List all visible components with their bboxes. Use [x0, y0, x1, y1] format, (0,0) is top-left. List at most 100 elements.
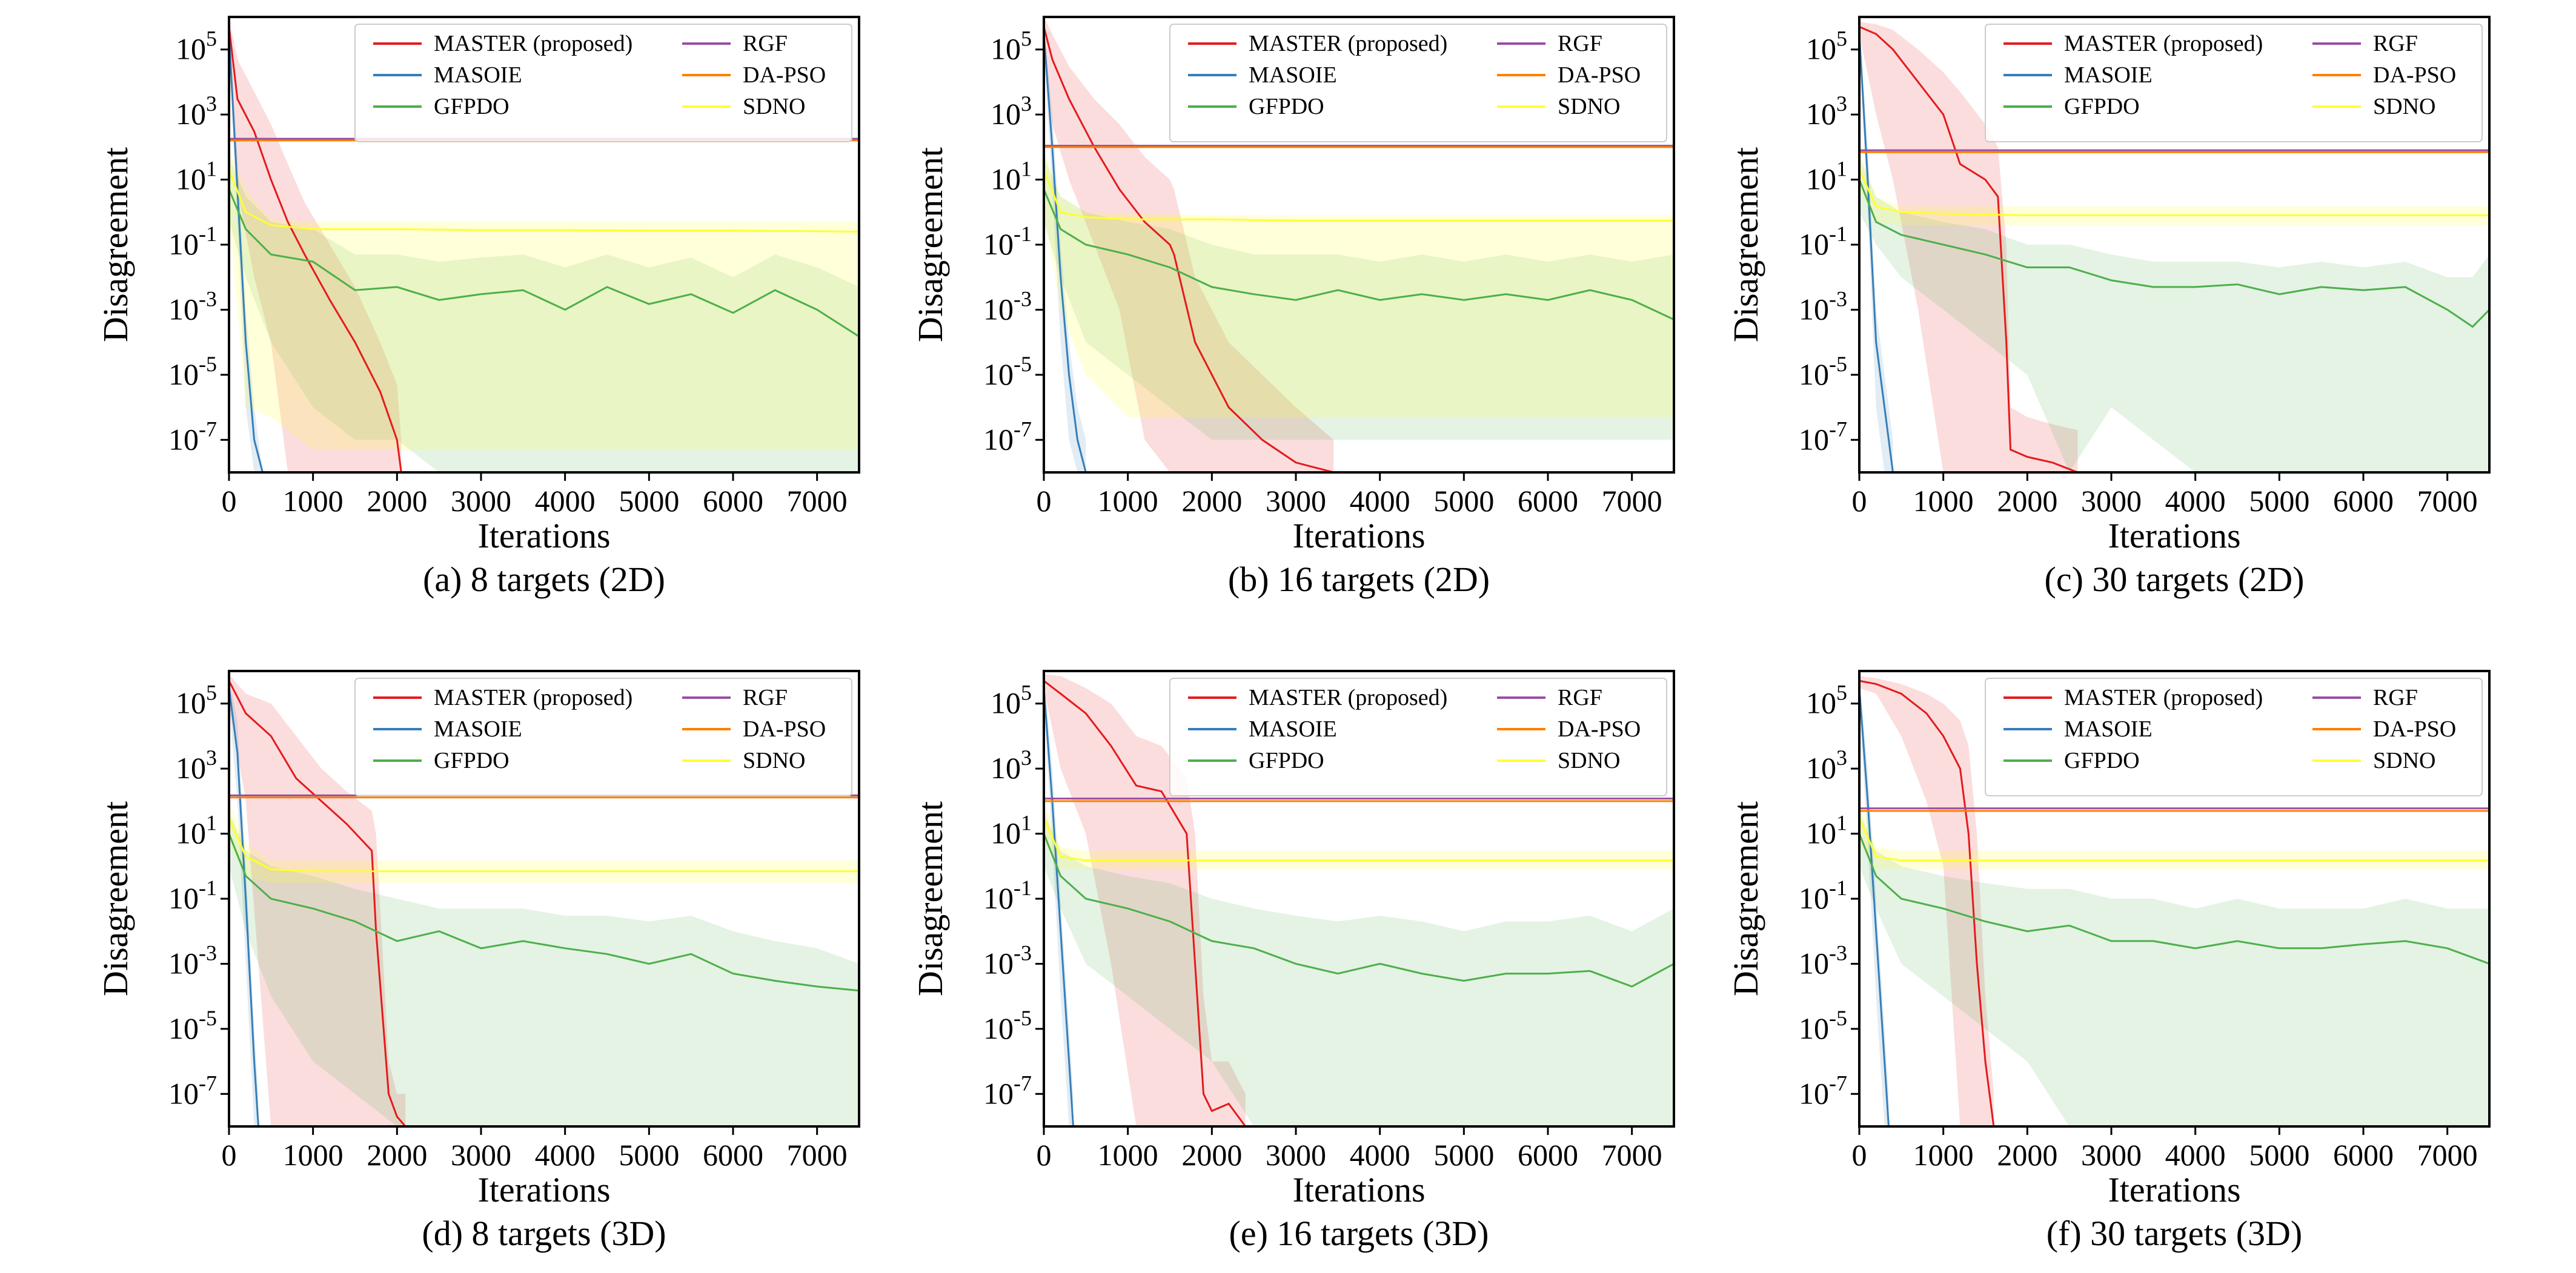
panel-caption: (e) 16 targets (3D) — [1229, 1214, 1489, 1253]
band-sdno — [1044, 150, 1674, 417]
band-masoie — [1859, 24, 1893, 472]
x-tick-label: 1000 — [283, 484, 344, 518]
legend-label: MASOIE — [1249, 62, 1337, 88]
legend-box — [1169, 24, 1667, 142]
legend: MASTER (proposed) MASOIE GFPDO RGF DA-PSO SDN… — [1169, 24, 1667, 142]
x-tick-label: 3000 — [1266, 1138, 1326, 1172]
x-tick-label: 4000 — [2165, 1138, 2226, 1172]
x-tick-label: 7000 — [787, 1138, 848, 1172]
x-axis-label: Iterations — [477, 516, 610, 555]
legend-box — [1985, 24, 2483, 142]
series-line-sdno — [229, 169, 859, 233]
band-gfpdo — [229, 811, 859, 1126]
legend-label: MASOIE — [434, 716, 522, 742]
y-tick-label: 105 — [991, 681, 1032, 720]
x-tick-label: 5000 — [1433, 484, 1494, 518]
legend-label: GFPDO — [2064, 748, 2140, 773]
legend: MASTER (proposed) MASOIE GFPDO RGF DA-PSO SDN… — [1985, 678, 2483, 796]
x-tick-label: 0 — [1852, 484, 1867, 518]
x-tick-label: 7000 — [2417, 1138, 2478, 1172]
series-line-sdno — [1044, 169, 1674, 222]
x-tick-label: 0 — [1852, 1138, 1867, 1172]
x-tick-label: 1000 — [1098, 484, 1158, 518]
y-tick-label: 10-7 — [1799, 417, 1847, 456]
panel-caption: (b) 16 targets (2D) — [1228, 560, 1490, 599]
legend: MASTER (proposed) MASOIE GFPDO RGF DA-PSO SDN… — [1985, 24, 2483, 142]
legend-label: SDNO — [2373, 94, 2435, 119]
y-tick-label: 103 — [1806, 746, 1847, 785]
y-tick-label: 10-1 — [168, 876, 217, 915]
y-tick-label: 10-5 — [1799, 1006, 1847, 1045]
legend-label: MASOIE — [434, 62, 522, 88]
band-gfpdo — [1859, 157, 2489, 472]
y-tick-label: 10-7 — [983, 1071, 1032, 1110]
y-tick-label: 10-3 — [168, 286, 217, 326]
y-tick-label: 10-7 — [983, 417, 1032, 456]
band-master-proposed- — [229, 17, 402, 472]
band-sdno — [1044, 801, 1674, 870]
y-tick-label: 10-5 — [983, 1006, 1032, 1045]
y-tick-label: 10-1 — [1799, 222, 1847, 261]
band-master-proposed- — [1859, 676, 1994, 1126]
y-tick-label: 10-3 — [1799, 941, 1847, 980]
y-tick-label: 103 — [1806, 91, 1847, 131]
y-tick-label: 101 — [991, 811, 1032, 850]
y-tick-label: 10-1 — [983, 222, 1032, 261]
x-tick-label: 3000 — [1266, 484, 1326, 518]
x-tick-label: 0 — [1037, 1138, 1052, 1172]
legend-label: RGF — [1558, 685, 1602, 710]
y-tick-label: 105 — [176, 681, 217, 720]
legend-label: SDNO — [1558, 748, 1620, 773]
y-tick-label: 10-1 — [1799, 876, 1847, 915]
series-line-gfpdo — [1859, 833, 2489, 965]
plot-area — [1044, 17, 1674, 472]
y-tick-label: 103 — [991, 91, 1032, 131]
y-tick-label: 10-7 — [168, 417, 217, 456]
plot-area — [1859, 22, 2489, 472]
legend-label: MASOIE — [2064, 716, 2153, 742]
legend-label: GFPDO — [1249, 94, 1324, 119]
legend-label: RGF — [2373, 685, 2418, 710]
chart-panel-5: 0 1000 2000 3000 4000 5000 6000 7000 105 103 101 10… — [911, 670, 1675, 1253]
y-tick-label: 10-5 — [983, 352, 1032, 391]
y-tick-label: 10-1 — [983, 876, 1032, 915]
y-tick-label: 10-7 — [168, 1071, 217, 1110]
y-axis-label: Disagreement — [911, 147, 950, 342]
legend-box — [354, 24, 852, 142]
legend: MASTER (proposed) MASOIE GFPDO RGF DA-PSO SDN… — [1169, 678, 1667, 796]
x-axis-label: Iterations — [1292, 1170, 1425, 1209]
series-line-gfpdo — [229, 189, 859, 337]
legend-label: MASTER (proposed) — [434, 685, 632, 710]
legend-label: DA-PSO — [2373, 62, 2456, 88]
legend-label: RGF — [1558, 31, 1602, 56]
x-tick-label: 7000 — [2417, 484, 2478, 518]
panel-caption: (a) 8 targets (2D) — [423, 560, 665, 599]
legend: MASTER (proposed) MASOIE GFPDO RGF DA-PSO SDN… — [354, 24, 852, 142]
x-tick-label: 4000 — [1350, 1138, 1410, 1172]
series-line-sdno — [1859, 818, 2489, 862]
x-tick-label: 3000 — [2081, 484, 2142, 518]
y-tick-label: 10-3 — [1799, 286, 1847, 326]
series-line-master-proposed- — [1859, 679, 1995, 1126]
x-tick-label: 4000 — [535, 484, 596, 518]
x-tick-label: 6000 — [703, 484, 763, 518]
y-tick-label: 10-3 — [983, 941, 1032, 980]
plot-area — [229, 674, 859, 1126]
series-line-master-proposed- — [229, 680, 407, 1126]
series-line-gfpdo — [1044, 833, 1674, 988]
series-line-masoie — [1044, 33, 1087, 472]
x-tick-label: 2000 — [1997, 1138, 2057, 1172]
legend-label: MASTER (proposed) — [2064, 31, 2263, 56]
chart-panel-4: 0 1000 2000 3000 4000 5000 6000 7000 105 103 101 10… — [96, 670, 860, 1253]
legend-label: SDNO — [2373, 748, 2435, 773]
y-tick-label: 103 — [176, 91, 217, 131]
legend-label: RGF — [2373, 31, 2418, 56]
legend-label: MASTER (proposed) — [434, 31, 632, 56]
y-tick-label: 10-1 — [168, 222, 217, 261]
x-tick-label: 5000 — [2249, 1138, 2309, 1172]
y-tick-label: 101 — [1806, 811, 1847, 850]
x-tick-label: 3000 — [2081, 1138, 2142, 1172]
x-tick-label: 7000 — [1602, 484, 1662, 518]
legend-label: DA-PSO — [1558, 716, 1641, 742]
